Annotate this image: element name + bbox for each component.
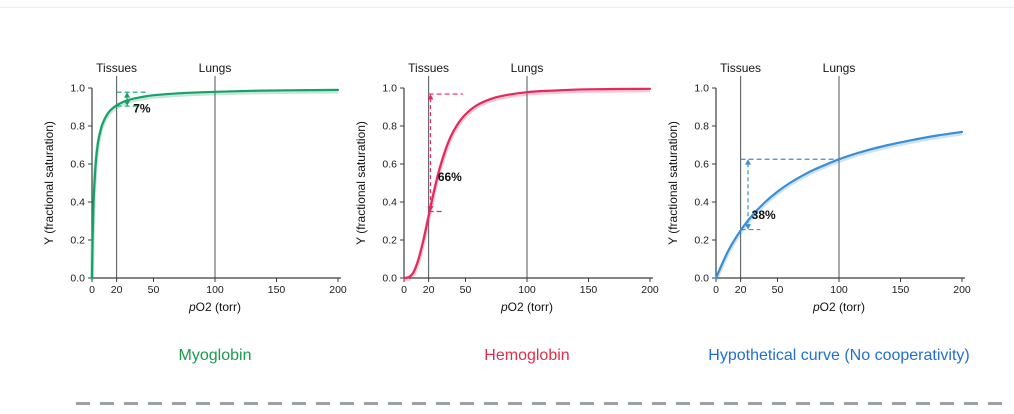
chart-panel-myoglobin: Tissues Lungs 0.0 0.2 0.4 0.6 0.8 1.0 0 20 50 100 15…	[40, 62, 352, 366]
x-axis-label: pO2 (torr)	[188, 300, 241, 314]
arrow-down-head	[124, 100, 131, 107]
chart-panel-hypothetical: Tissues Lungs 0.0 0.2 0.4 0.6 0.8 1.0 0 20 50 100 15…	[664, 62, 976, 366]
y-tick-label: 0.6	[694, 159, 709, 171]
x-tick-label: 0	[401, 284, 407, 296]
x-tick-label: 100	[830, 284, 848, 296]
x-tick-label: 50	[772, 284, 784, 296]
x-axis-label: pO2 (torr)	[812, 300, 865, 314]
x-tick-label: 100	[206, 284, 224, 296]
x-tick-label: 100	[518, 284, 536, 296]
lungs-label: Lungs	[823, 62, 856, 75]
hemoglobin-curve	[402, 87, 652, 280]
y-tick-label: 0.0	[694, 273, 709, 285]
y-axis-label: Y (fractional saturation)	[354, 121, 368, 245]
y-tick-label: 0.2	[694, 235, 709, 247]
x-tick-label: 20	[111, 284, 123, 296]
chart-title-hypothetical: Hypothetical curve (No cooperativity)	[708, 347, 970, 364]
y-tick-label: 0.4	[382, 197, 397, 209]
hypothetical-curve	[714, 130, 964, 280]
x-tick-label: 200	[641, 284, 659, 296]
lungs-label: Lungs	[199, 62, 232, 75]
y-axis-label: Y (fractional saturation)	[666, 121, 680, 245]
arrow-down-head	[427, 206, 434, 212]
myoglobin-chart: Tissues Lungs 0.0 0.2 0.4 0.6 0.8 1.0 0 20 50 100 15…	[42, 62, 347, 314]
delta-percent-label: 7%	[133, 101, 151, 115]
arrow-down-head	[744, 224, 751, 230]
y-tick-label: 0.8	[382, 121, 397, 133]
x-tick-label: 20	[423, 284, 435, 296]
delta-percent-label: 66%	[438, 170, 462, 184]
x-tick-label: 50	[148, 284, 160, 296]
myoglobin-curve	[90, 88, 340, 280]
top-border	[0, 7, 1014, 8]
y-tick-label: 0.8	[694, 121, 709, 133]
chart-title-myoglobin: Myoglobin	[178, 347, 252, 364]
x-tick-label: 200	[953, 284, 971, 296]
x-tick-label: 50	[460, 284, 472, 296]
hypothetical-chart: Tissues Lungs 0.0 0.2 0.4 0.6 0.8 1.0 0 20 50 100 15…	[666, 62, 971, 314]
delta-percent-label: 38%	[752, 208, 776, 222]
tissues-label: Tissues	[96, 62, 137, 75]
hemoglobin-chart: Tissues Lungs 0.0 0.2 0.4 0.6 0.8 1.0 0 20 50 100 15…	[354, 62, 659, 314]
y-tick-label: 0.8	[70, 121, 85, 133]
x-tick-label: 200	[329, 284, 347, 296]
y-tick-label: 0.6	[70, 159, 85, 171]
x-tick-label: 150	[580, 284, 598, 296]
lungs-label: Lungs	[511, 62, 544, 75]
arrow-up-head	[427, 94, 434, 100]
x-tick-label: 0	[713, 284, 719, 296]
x-tick-label: 20	[735, 284, 747, 296]
arrow-up-head	[124, 92, 131, 98]
x-tick-label: 150	[268, 284, 286, 296]
y-tick-label: 0.6	[382, 159, 397, 171]
y-tick-label: 0.0	[70, 273, 85, 285]
x-tick-label: 0	[89, 284, 95, 296]
arrow-up-head	[744, 159, 751, 165]
y-tick-label: 0.4	[70, 197, 85, 209]
y-axis-label: Y (fractional saturation)	[42, 121, 56, 245]
y-tick-label: 0.2	[382, 235, 397, 247]
bottom-dashed-divider	[76, 402, 1008, 405]
charts-row: Tissues Lungs 0.0 0.2 0.4 0.6 0.8 1.0 0 20 50 100 15…	[40, 62, 976, 366]
y-tick-label: 0.0	[382, 273, 397, 285]
x-axis-label: pO2 (torr)	[500, 300, 553, 314]
y-tick-label: 1.0	[694, 83, 709, 95]
tissues-label: Tissues	[720, 62, 761, 75]
tissues-label: Tissues	[408, 62, 449, 75]
y-tick-label: 1.0	[382, 83, 397, 95]
y-tick-label: 0.2	[70, 235, 85, 247]
y-tick-label: 1.0	[70, 83, 85, 95]
y-tick-label: 0.4	[694, 197, 709, 209]
x-tick-label: 150	[892, 284, 910, 296]
chart-panel-hemoglobin: Tissues Lungs 0.0 0.2 0.4 0.6 0.8 1.0 0 20 50 100 15…	[352, 62, 664, 366]
chart-title-hemoglobin: Hemoglobin	[484, 347, 570, 364]
